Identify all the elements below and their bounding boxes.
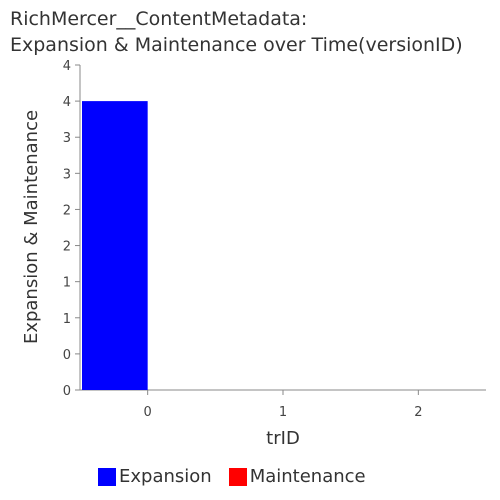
chart-title: RichMercer__ContentMetadata: Expansion &… (10, 6, 463, 58)
legend-item-expansion[interactable]: Expansion (98, 466, 212, 487)
y-tick-label: 0 (63, 384, 71, 399)
y-tick-label: 3 (63, 131, 71, 146)
y-axis-title: Expansion & Maintenance (21, 110, 42, 344)
legend-swatch-maintenance (228, 467, 247, 486)
y-tick-label: 2 (63, 203, 71, 218)
chart-title-line-1: RichMercer__ContentMetadata: (10, 8, 308, 30)
legend-label-expansion: Expansion (119, 466, 212, 487)
legend: Expansion Maintenance (98, 466, 383, 487)
x-tick-label: 2 (414, 405, 422, 420)
legend-swatch-expansion (98, 467, 116, 486)
bars (82, 101, 148, 390)
y-tick-label: 0 (63, 348, 71, 363)
chart-title-line-2: Expansion & Maintenance over Time(versio… (10, 34, 463, 56)
y-tick-label: 1 (63, 312, 71, 327)
bar-expansion-0[interactable] (82, 101, 148, 390)
x-tick-label: 0 (144, 405, 152, 420)
y-tick-label: 3 (63, 167, 71, 182)
legend-item-maintenance[interactable]: Maintenance (228, 466, 366, 487)
y-tick-label: 4 (63, 59, 71, 74)
y-axis: 0 0 1 1 2 2 3 3 4 4 (63, 59, 81, 399)
y-tick-label: 4 (63, 95, 71, 110)
x-tick-label: 1 (279, 405, 287, 420)
y-tick-label: 2 (63, 240, 71, 255)
legend-label-maintenance: Maintenance (249, 466, 366, 487)
y-tick-label: 1 (63, 276, 71, 291)
x-axis: 0 1 2 (80, 389, 486, 420)
x-axis-title: trID (266, 428, 300, 449)
